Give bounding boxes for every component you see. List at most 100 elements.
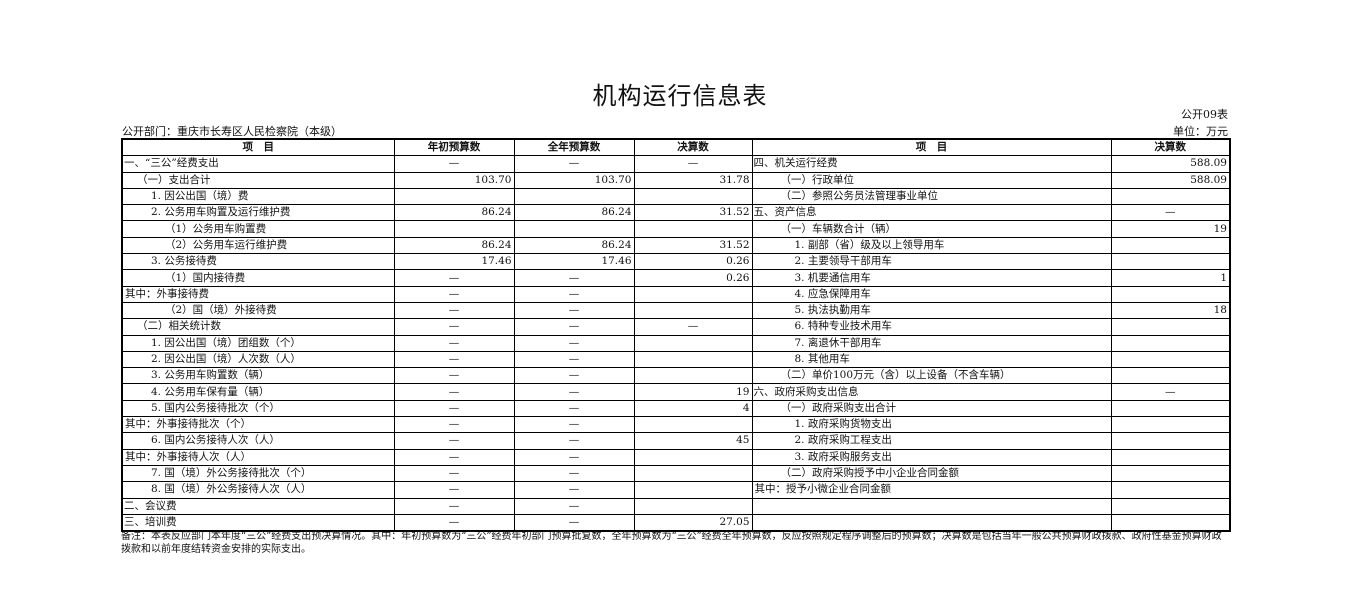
initial-budget-cell: — <box>393 301 515 320</box>
item-label: 5. 国内公务接待批次（个） <box>121 399 395 418</box>
initial-budget-cell: — <box>393 481 515 499</box>
initial-budget-cell: — <box>393 334 515 352</box>
full-year-budget-cell: — <box>513 285 635 303</box>
right-final-account-cell <box>1110 497 1231 515</box>
right-final-account-cell <box>1110 253 1231 271</box>
right-final-account-cell <box>1110 464 1231 483</box>
right-item-label <box>751 497 1112 515</box>
full-year-budget-cell: — <box>513 513 635 532</box>
right-item-label: 1. 副部（省）级及以上领导用车 <box>751 236 1112 255</box>
final-account-cell: 0.26 <box>633 253 753 271</box>
initial-budget-cell: — <box>393 367 515 385</box>
initial-budget-cell: 86.24 <box>393 236 515 255</box>
right-final-account-cell: — <box>1110 204 1231 222</box>
full-year-budget-cell: 17.46 <box>513 253 635 271</box>
right-final-account-cell <box>1110 318 1231 336</box>
full-year-budget-cell: — <box>513 301 635 320</box>
table-row: 4. 公务用车保有量（辆） — —19 六、政府采购支出信息 — <box>121 383 1231 401</box>
item-label: 2. 公务用车购置及运行维护费 <box>121 204 395 222</box>
footnote: 备注：本表反应部门本年度“三公”经费支出预决算情况。其中：年初预算数为“三公”经… <box>121 531 1222 555</box>
table-row: （2）公务用车运行维护费 86.24 86.24 31.52 1. 副部（省）级及以上领… <box>121 236 1231 255</box>
right-item-label: （一）车辆数合计（辆） <box>751 220 1112 238</box>
item-label: 2. 因公出国（境）人次数（人） <box>121 350 395 369</box>
table-row: 其中：外事接待批次（个） — —1. 政府采购货物支出 <box>121 416 1231 434</box>
item-label: （2）国（境）外接待费 <box>121 301 395 320</box>
right-item-label: 2. 政府采购工程支出 <box>751 432 1112 450</box>
full-year-budget-cell: — <box>513 464 635 483</box>
right-final-account-cell <box>1110 399 1231 418</box>
header-item-right: 项 目 <box>751 138 1112 157</box>
header-final-account: 决算数 <box>633 138 753 157</box>
header-initial-budget: 年初预算数 <box>393 138 515 157</box>
right-item-label: （二）政府采购授予中小企业合同金额 <box>751 464 1112 483</box>
item-label: （一）支出合计 <box>121 171 395 189</box>
final-account-cell <box>633 416 753 434</box>
right-final-account-cell: — <box>1110 383 1231 401</box>
full-year-budget-cell: — <box>513 481 635 499</box>
final-account-cell: 19 <box>633 383 753 401</box>
table-row: （二）相关统计数 — — —6. 特种专业技术用车 <box>121 318 1231 336</box>
full-year-budget-cell: — <box>513 350 635 369</box>
right-item-label: 4. 应急保障用车 <box>751 285 1112 303</box>
final-account-cell <box>633 301 753 320</box>
right-final-account-cell <box>1110 285 1231 303</box>
table-row: 三、培训费 — —27.05 <box>121 513 1231 532</box>
item-label: （二）相关统计数 <box>121 318 395 336</box>
item-label: 1. 因公出国（境）费 <box>121 187 395 206</box>
right-final-account-cell <box>1110 513 1231 532</box>
table-row: 3. 公务接待费 17.46 17.46 0.26 2. 主要领导干部用车 <box>121 253 1231 271</box>
right-item-label: （一）行政单位 <box>751 171 1112 189</box>
right-item-label: （二）参照公务员法管理事业单位 <box>751 187 1112 206</box>
page-title: 机构运行信息表 <box>592 82 768 110</box>
item-label: （2）公务用车运行维护费 <box>121 236 395 255</box>
final-account-cell: — <box>633 155 753 173</box>
initial-budget-cell: 103.70 <box>393 171 515 189</box>
initial-budget-cell: — <box>393 383 515 401</box>
initial-budget-cell: — <box>393 350 515 369</box>
right-item-label: 6. 特种专业技术用车 <box>751 318 1112 336</box>
full-year-budget-cell: — <box>513 318 635 336</box>
final-account-cell: 31.52 <box>633 236 753 255</box>
table-row: 其中：外事接待费 — —4. 应急保障用车 <box>121 285 1231 303</box>
full-year-budget-cell: — <box>513 432 635 450</box>
table-row: 6. 国内公务接待人次（人） — —45 2. 政府采购工程支出 <box>121 432 1231 450</box>
table-row: （1）公务用车购置费 （一）车辆数合计（辆） 19 <box>121 220 1231 238</box>
initial-budget-cell: — <box>393 269 515 287</box>
right-item-label: 1. 政府采购货物支出 <box>751 416 1112 434</box>
initial-budget-cell: — <box>393 432 515 450</box>
initial-budget-cell: — <box>393 513 515 532</box>
full-year-budget-cell: — <box>513 416 635 434</box>
right-final-account-cell <box>1110 367 1231 385</box>
item-label: 1. 因公出国（境）团组数（个） <box>121 334 395 352</box>
initial-budget-cell: 86.24 <box>393 204 515 222</box>
right-item-label: （二）单价100万元（含）以上设备（不含车辆） <box>751 367 1112 385</box>
initial-budget-cell: — <box>393 318 515 336</box>
full-year-budget-cell: 86.24 <box>513 204 635 222</box>
final-account-cell: 0.26 <box>633 269 753 287</box>
right-item-label: 其中：授予小微企业合同金额 <box>751 481 1112 499</box>
right-item-label: 3. 政府采购服务支出 <box>751 448 1112 466</box>
final-account-cell <box>633 497 753 515</box>
right-item-label: 五、资产信息 <box>751 204 1112 222</box>
table-row: 8. 国（境）外公务接待人次（人） — — 其中：授予小微企业合同金额 <box>121 481 1231 499</box>
initial-budget-cell: — <box>393 464 515 483</box>
table-row: （1）国内接待费 — —0.26 3. 机要通信用车 1 <box>121 269 1231 287</box>
initial-budget-cell: — <box>393 399 515 418</box>
right-final-account-cell <box>1110 432 1231 450</box>
final-account-cell: 4 <box>633 399 753 418</box>
final-account-cell <box>633 187 753 206</box>
table-row: 其中：外事接待人次（人） — —3. 政府采购服务支出 <box>121 448 1231 466</box>
item-label: 二、会议费 <box>121 497 395 515</box>
right-final-account-cell: 19 <box>1110 220 1231 238</box>
table-code: 公开09表 <box>1181 108 1228 121</box>
right-final-account-cell: 1 <box>1110 269 1231 287</box>
right-final-account-cell <box>1110 416 1231 434</box>
right-item-label: 8. 其他用车 <box>751 350 1112 369</box>
final-account-cell <box>633 334 753 352</box>
item-label: 其中：外事接待人次（人） <box>121 448 395 466</box>
full-year-budget-cell: — <box>513 334 635 352</box>
table-row: （一）支出合计 103.70 103.70 31.78 （一）行政单位 588.09 <box>121 171 1231 189</box>
right-final-account-cell <box>1110 481 1231 499</box>
full-year-budget-cell: — <box>513 399 635 418</box>
item-label: （1）国内接待费 <box>121 269 395 287</box>
